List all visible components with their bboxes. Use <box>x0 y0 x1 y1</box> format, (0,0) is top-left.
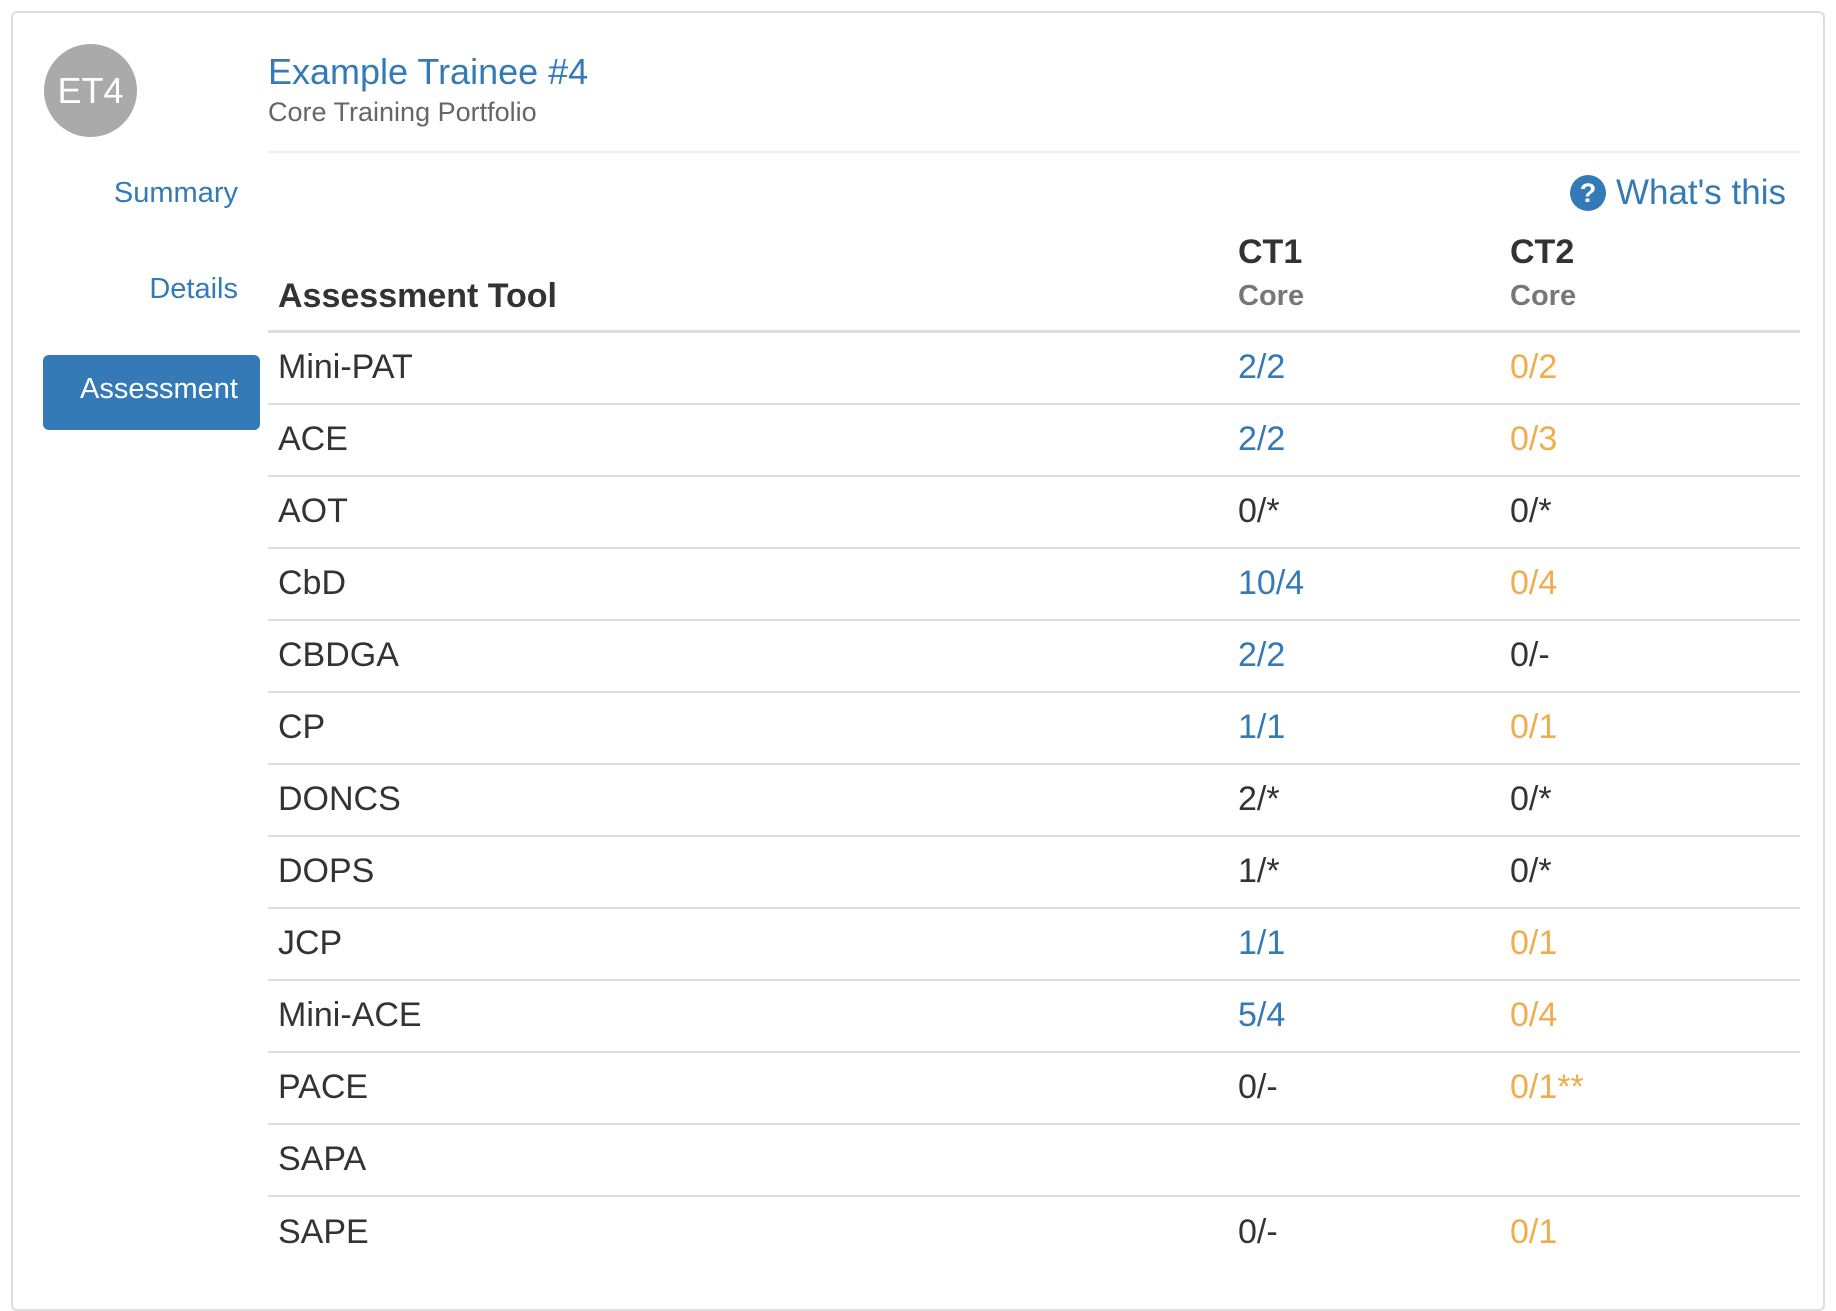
ct2-cell: 0/4 <box>1500 978 1800 1052</box>
whats-this-link[interactable]: ? What's this <box>1569 173 1786 213</box>
assessment-table: Assessment Tool CT1 Core CT2 Core Mini-P… <box>268 228 1800 1268</box>
column-header-ct2: CT2 Core <box>1500 228 1800 333</box>
ct2-count[interactable]: 0/4 <box>1510 564 1558 602</box>
ct1-count[interactable]: 5/4 <box>1238 996 1286 1034</box>
ct1-cell: 2/2 <box>1228 332 1500 404</box>
trainee-panel: ET4 Example Trainee #4 Core Training Por… <box>11 11 1825 1311</box>
trainee-name-link[interactable]: Example Trainee #4 <box>268 51 589 92</box>
avatar-initials: ET4 <box>57 69 124 111</box>
whats-this-label: What's this <box>1615 173 1786 212</box>
nav-item-details[interactable]: Details <box>149 273 238 305</box>
ct1-cell: 1/1 <box>1228 906 1500 980</box>
trainee-header: Example Trainee #4 Core Training Portfol… <box>268 43 1800 153</box>
ct2-cell <box>1500 1122 1800 1196</box>
ct1-count[interactable]: 2/2 <box>1238 636 1286 674</box>
ct1-cell: 10/4 <box>1228 546 1500 620</box>
table-row: CBDGA 2/2 0/- <box>268 618 1800 692</box>
table-header-row: Assessment Tool CT1 Core CT2 Core <box>268 228 1800 333</box>
ct1-count: 0/- <box>1238 1068 1278 1106</box>
ct1-cell: 1/* <box>1228 834 1500 908</box>
ct2-count: 0/- <box>1510 636 1550 674</box>
ct2-count[interactable]: 0/1 <box>1510 708 1558 746</box>
nav-item-summary[interactable]: Summary <box>113 177 238 209</box>
table-row: PACE 0/- 0/1** <box>268 1050 1800 1124</box>
column-header-ct1: CT1 Core <box>1228 228 1500 333</box>
ct1-cell: 2/2 <box>1228 402 1500 476</box>
table-row: JCP 1/1 0/1 <box>268 906 1800 980</box>
ct1-count: 0/* <box>1238 492 1280 530</box>
ct2-count[interactable]: 0/1 <box>1510 924 1558 962</box>
ct1-cell: 2/* <box>1228 762 1500 836</box>
ct2-count: 0/* <box>1510 492 1552 530</box>
ct1-cell: 0/- <box>1228 1194 1500 1268</box>
assessment-tool-name: Mini-PAT <box>278 348 413 387</box>
ct1-cell: 0/- <box>1228 1050 1500 1124</box>
assessment-tool-name: ACE <box>268 402 1228 476</box>
column-level-ct1: CT1 <box>1238 233 1303 271</box>
table-row: Mini-ACE 5/4 0/4 <box>268 978 1800 1052</box>
ct2-count: 0/* <box>1510 780 1552 818</box>
column-header-tool: Assessment Tool <box>268 228 1228 333</box>
ct2-count[interactable]: 0/1** <box>1510 1068 1584 1106</box>
ct1-cell <box>1228 1122 1500 1196</box>
ct2-cell: 0/* <box>1500 762 1800 836</box>
assessment-tool-name: DOPS <box>268 834 1228 908</box>
ct2-cell: 0/* <box>1500 474 1800 548</box>
ct1-count[interactable]: 10/4 <box>1238 564 1305 602</box>
ct2-cell: 0/1 <box>1500 906 1800 980</box>
portfolio-name: Core Training Portfolio <box>268 97 537 127</box>
ct1-count[interactable]: 2/2 <box>1238 348 1286 387</box>
ct2-count[interactable]: 0/1 <box>1510 1212 1558 1251</box>
table-row: SAPE 0/- 0/1 <box>268 1194 1800 1268</box>
ct2-cell: 0/1 <box>1500 1194 1800 1268</box>
column-track-ct1: Core <box>1238 280 1305 312</box>
ct1-count: 1/* <box>1238 852 1280 890</box>
ct1-count[interactable]: 1/1 <box>1238 708 1286 746</box>
question-circle-icon: ? <box>1569 175 1606 211</box>
ct1-count[interactable]: 2/2 <box>1238 420 1286 458</box>
column-track-ct2: Core <box>1510 280 1577 312</box>
table-row: SAPA <box>268 1122 1800 1196</box>
assessment-tool-name: SAPA <box>268 1122 1228 1196</box>
table-row: CbD 10/4 0/4 <box>268 546 1800 620</box>
ct1-count: 0/- <box>1238 1212 1278 1251</box>
assessment-tool-name: AOT <box>268 474 1228 548</box>
ct2-cell: 0/1** <box>1500 1050 1800 1124</box>
table-row: DONCS 2/* 0/* <box>268 762 1800 836</box>
table-row: Mini-PAT 2/2 0/2 <box>268 332 1800 404</box>
assessment-tool-name: PACE <box>268 1050 1228 1124</box>
ct2-count[interactable]: 0/2 <box>1510 348 1558 387</box>
ct2-cell: 0/* <box>1500 834 1800 908</box>
table-row: CP 1/1 0/1 <box>268 690 1800 764</box>
avatar: ET4 <box>44 44 137 137</box>
ct2-cell: 0/2 <box>1500 332 1800 404</box>
ct2-count: 0/* <box>1510 852 1552 890</box>
table-row: DOPS 1/* 0/* <box>268 834 1800 908</box>
side-nav: Summary Details Assessment <box>43 163 260 448</box>
ct2-cell: 0/1 <box>1500 690 1800 764</box>
assessment-tool-name: SAPE <box>268 1194 1228 1268</box>
table-body: Mini-PAT 2/2 0/2 ACE 2/2 0/3 AOT 0/* 0/* CbD 10/4 0… <box>268 332 1800 1268</box>
ct2-cell: 0/3 <box>1500 402 1800 476</box>
ct2-cell: 0/4 <box>1500 546 1800 620</box>
assessment-tool-name: Mini-ACE <box>268 978 1228 1052</box>
table-row: ACE 2/2 0/3 <box>268 402 1800 476</box>
ct1-count: 2/* <box>1238 780 1280 818</box>
ct2-cell: 0/- <box>1500 618 1800 692</box>
ct1-cell: 0/* <box>1228 474 1500 548</box>
assessment-tool-name: DONCS <box>268 762 1228 836</box>
ct2-count[interactable]: 0/4 <box>1510 996 1558 1034</box>
assessment-tool-name: CP <box>268 690 1228 764</box>
column-level-ct2: CT2 <box>1510 233 1575 271</box>
assessment-tool-name: CbD <box>268 546 1228 620</box>
nav-item-assessment[interactable]: Assessment <box>43 355 260 430</box>
table-row: AOT 0/* 0/* <box>268 474 1800 548</box>
ct1-cell: 2/2 <box>1228 618 1500 692</box>
ct1-cell: 5/4 <box>1228 978 1500 1052</box>
assessment-tool-name: CBDGA <box>268 618 1228 692</box>
assessment-tool-name: JCP <box>268 906 1228 980</box>
ct1-cell: 1/1 <box>1228 690 1500 764</box>
ct2-count[interactable]: 0/3 <box>1510 420 1558 458</box>
ct1-count[interactable]: 1/1 <box>1238 924 1286 962</box>
